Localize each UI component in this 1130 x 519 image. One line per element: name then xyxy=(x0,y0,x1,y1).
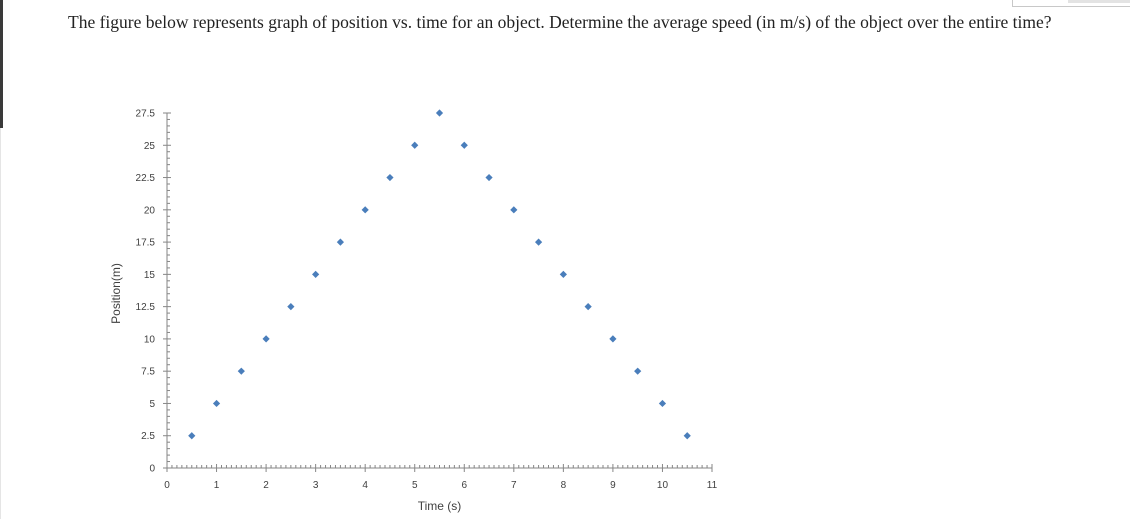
data-point xyxy=(658,399,667,408)
data-point xyxy=(287,303,295,311)
y-axis-ticks: 0 2.5 5 7.5 10 12.5 15 17.5 20 22.5 25 27.5 xyxy=(136,109,171,475)
data-point xyxy=(634,367,642,375)
chart-axes xyxy=(166,113,712,469)
window-edge-line xyxy=(0,128,1,519)
data-point xyxy=(386,173,394,182)
data-point xyxy=(188,432,196,440)
y-axis-title: Position(m) xyxy=(109,263,123,324)
x-axis-ticks: 0 1 2 3 4 5 6 7 8 9 10 11 xyxy=(164,464,718,491)
data-point xyxy=(237,367,245,375)
x-tick-label: 7 xyxy=(511,480,517,491)
y-tick-label: 12.5 xyxy=(136,302,156,313)
y-tick-label: 0 xyxy=(149,464,155,475)
x-tick-label: 9 xyxy=(610,480,616,491)
question-text: The figure below represents graph of pos… xyxy=(68,12,1052,32)
x-tick-label: 1 xyxy=(214,480,220,491)
data-point xyxy=(584,303,592,311)
corner-panel xyxy=(1012,0,1130,7)
window-edge-bar xyxy=(0,0,3,128)
x-tick-label: 6 xyxy=(461,480,467,491)
data-point xyxy=(559,270,567,278)
data-point xyxy=(534,238,543,246)
data-point xyxy=(212,399,221,408)
data-point xyxy=(411,141,419,149)
data-point xyxy=(361,206,369,214)
y-tick-label: 17.5 xyxy=(136,238,156,249)
y-tick-label: 10 xyxy=(144,334,156,345)
data-point xyxy=(460,141,468,149)
data-point xyxy=(683,432,691,440)
y-tick-label: 15 xyxy=(144,270,156,281)
x-tick-label: 10 xyxy=(657,480,669,491)
x-tick-label: 11 xyxy=(707,480,718,491)
data-point xyxy=(510,206,518,214)
x-tick-label: 3 xyxy=(313,480,319,491)
x-tick-label: 2 xyxy=(263,480,269,491)
y-tick-label: 20 xyxy=(144,205,156,216)
data-points xyxy=(188,109,691,440)
y-tick-label: 22.5 xyxy=(136,173,156,184)
data-point xyxy=(336,238,345,246)
data-point xyxy=(435,109,444,117)
y-tick-label: 27.5 xyxy=(136,109,156,120)
x-axis-title: Time (s) xyxy=(418,499,462,513)
y-tick-label: 7.5 xyxy=(141,367,155,378)
data-point xyxy=(312,270,320,278)
x-tick-label: 5 xyxy=(412,480,418,491)
x-tick-label: 0 xyxy=(164,480,170,491)
y-tick-label: 2.5 xyxy=(141,431,155,442)
data-point xyxy=(609,335,617,343)
y-tick-label: 5 xyxy=(149,399,155,410)
corner-panel-fill xyxy=(1068,0,1130,3)
x-tick-label: 4 xyxy=(362,480,368,491)
data-point xyxy=(262,335,270,343)
data-point xyxy=(485,173,493,182)
x-tick-label: 8 xyxy=(561,480,567,491)
y-tick-label: 25 xyxy=(144,141,156,152)
